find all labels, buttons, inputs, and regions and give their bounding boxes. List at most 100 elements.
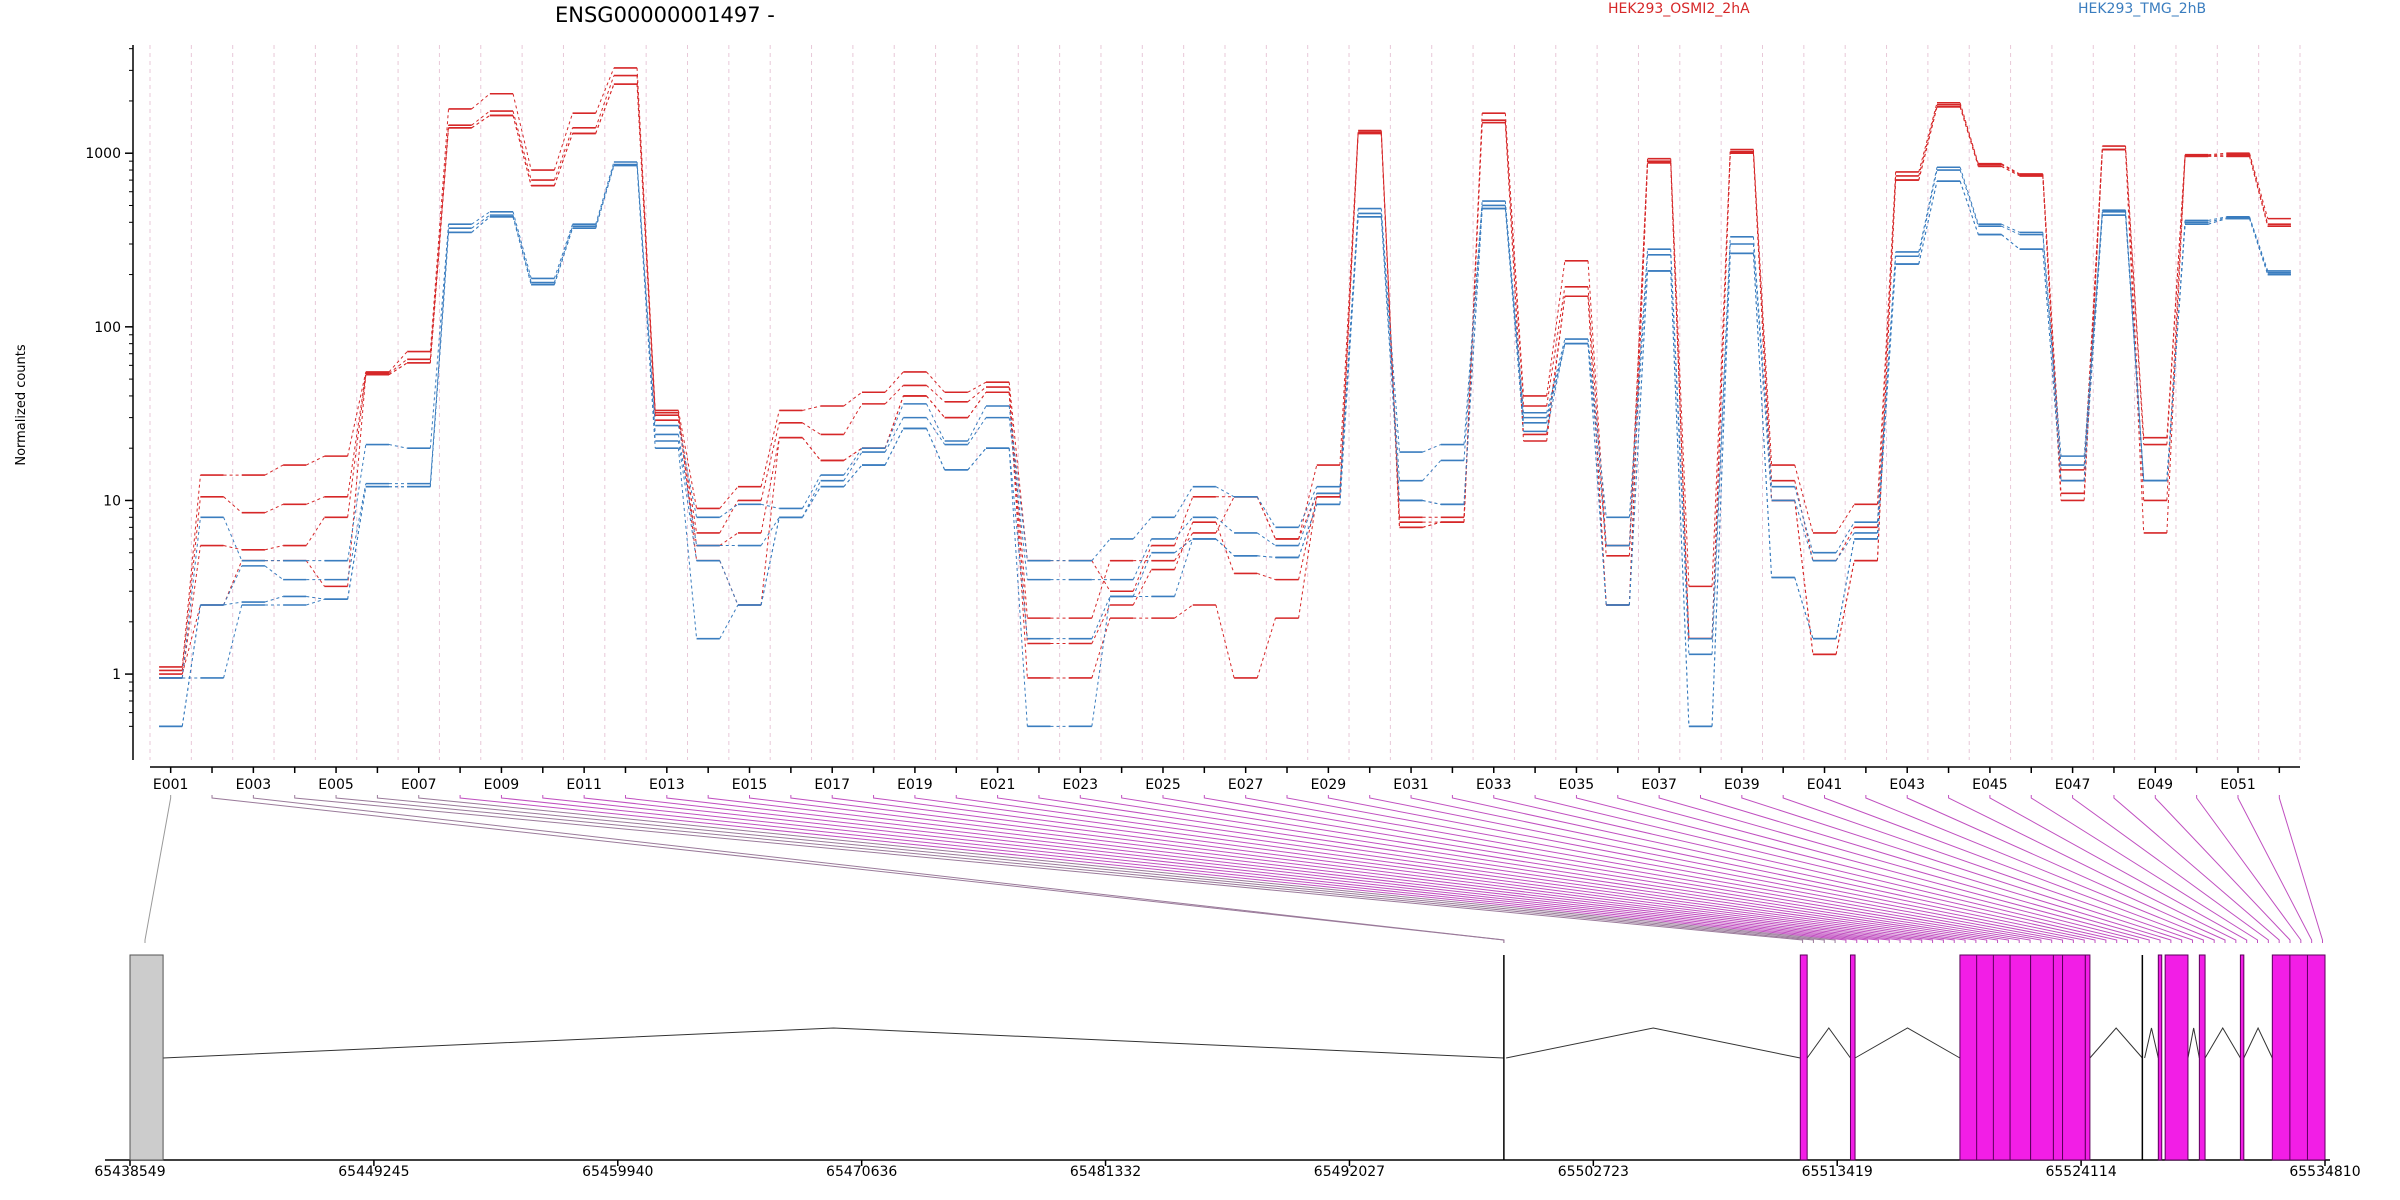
series-segment [1628,249,1649,518]
series-segment [1711,253,1731,727]
series-segment [2249,217,2269,273]
exon-block [2164,954,2189,1161]
x-tick-label: E041 [1807,777,1843,793]
series-segment [760,517,780,606]
x-tick-label: E009 [484,777,520,793]
series-segment [347,373,367,497]
intron-line [1854,1027,1961,1059]
series-segment [1463,205,1483,461]
series-segment [1711,149,1731,587]
series-segment [347,483,367,580]
x-tick-label: E019 [897,777,933,793]
series-segment [760,422,780,501]
series-segment [1546,338,1566,413]
exon-connector [831,795,1944,943]
intron-line [2144,1027,2159,1059]
series-segment [305,560,325,587]
series-segment [1256,496,1276,540]
series-segment [1918,104,1938,177]
genome-tick-label: 65492027 [1314,1164,1385,1180]
series-segment [1918,169,1938,257]
series-segment [719,486,739,509]
exon-connector [1162,795,2031,943]
series-segment [1298,464,1318,540]
series-segment [1215,496,1235,534]
series-segment [1546,343,1566,418]
series-segment [1918,167,1938,253]
series-segment [802,474,822,509]
series-segment [1835,527,1855,561]
exon-connector [1286,795,2064,943]
series-segment [595,165,615,229]
series-segment [677,434,698,546]
series-segment [884,403,904,449]
exon-connector [252,795,1505,943]
intron-line [2089,1027,2143,1059]
series-segment [388,351,408,373]
series-segment [2166,224,2186,481]
series-segment [1339,216,1359,505]
series-segment [1628,162,1649,606]
x-tick-label: E047 [2055,777,2091,793]
series-segment [2249,153,2269,219]
series-segment [1959,102,1979,164]
series-segment [1215,604,1235,679]
x-tick-label: E049 [2137,777,2173,793]
series-segment [967,405,987,442]
series-segment [223,601,242,606]
series-segment [1380,208,1400,453]
x-tick-label: E029 [1311,777,1347,793]
series-segment [1215,516,1235,534]
series-segment [347,444,367,561]
series-segment [1670,158,1690,587]
y-tick-label: 1000 [85,146,121,162]
series-segment [719,503,739,518]
series-segment [1132,569,1152,606]
exon-block [2157,954,2163,1161]
exon-block [2239,954,2245,1161]
series-segment [595,83,615,134]
series-segment [471,115,491,129]
series-segment [512,93,532,171]
intron-line [2204,1027,2241,1059]
series-segment [553,113,574,171]
exon-block [2052,954,2064,1161]
exon-connector [2072,795,2269,943]
series-segment [1959,169,1979,227]
series-segment [2166,155,2186,445]
exon-connector [1865,795,2215,943]
series-segment [1091,538,1111,561]
series-segment [1959,167,1979,225]
series-segment [2208,152,2227,156]
series-segment [1215,538,1235,557]
x-tick-label: E015 [732,777,768,793]
series-segment [1835,538,1855,639]
exon-block [2198,954,2206,1161]
genome-tick-label: 65459940 [582,1164,653,1180]
series-segment [1628,270,1649,606]
series-segment [2125,149,2145,501]
series-segment [802,437,822,461]
series-segment [1876,175,1897,528]
series-segment [429,108,450,352]
series-segment [1628,254,1649,546]
exon-connector [2030,795,2259,943]
x-tick-label: E013 [649,777,685,793]
series-segment [1132,545,1152,592]
series-segment [2166,154,2186,438]
genome-tick-label: 65502723 [1558,1164,1629,1180]
series-segment [388,362,408,376]
genome-tick-label: 65470636 [826,1164,897,1180]
series-segment [967,447,987,471]
exon-connector [376,795,1825,943]
series-segment [1794,500,1814,655]
series-segment [1132,516,1152,540]
series-segment [1587,286,1607,556]
exon-block [1959,954,2011,1161]
series-segment [1628,158,1649,546]
series-segment [2249,218,2269,275]
series-segment [471,216,491,233]
series-segment [1876,263,1897,540]
exon-connector [144,795,172,943]
